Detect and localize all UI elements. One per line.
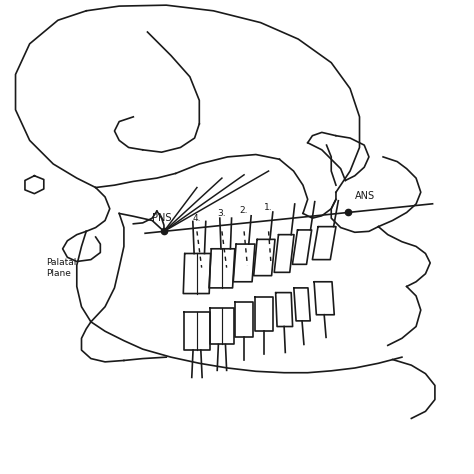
Text: 1.: 1. [264,203,273,212]
Text: PNS: PNS [152,213,172,223]
Text: 2.: 2. [240,207,248,216]
Text: 4.: 4. [193,214,201,223]
Text: Palatal
Plane: Palatal Plane [46,258,76,278]
Text: ANS: ANS [355,191,375,201]
Text: 3.: 3. [218,209,226,218]
